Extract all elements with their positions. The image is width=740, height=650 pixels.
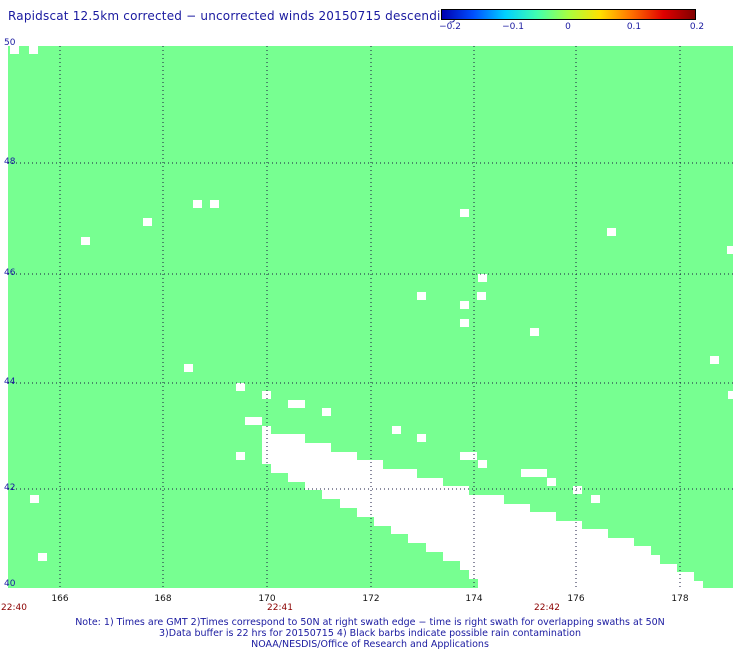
colorbar-label-min: −0.2 xyxy=(439,22,461,32)
colorbar-label-pos: 0.1 xyxy=(626,22,642,32)
lat-label-40: 40 xyxy=(4,579,16,589)
colorbar-label-zero: 0 xyxy=(565,22,571,32)
no-data-cells xyxy=(10,46,733,561)
colorbar xyxy=(441,9,696,20)
colorbar-label-max: 0.2 xyxy=(689,22,705,32)
lat-label-42: 42 xyxy=(4,483,16,493)
lon-label-172: 172 xyxy=(362,594,380,604)
time-label-2241: 22:41 xyxy=(267,603,293,613)
lat-label-48: 48 xyxy=(4,157,16,167)
lat-label-44: 44 xyxy=(4,377,16,387)
lon-label-174: 174 xyxy=(465,594,483,604)
wind-difference-map xyxy=(8,46,733,588)
map-title: Rapidscat 12.5km corrected − uncorrected… xyxy=(8,9,457,23)
lon-label-170: 170 xyxy=(258,594,276,604)
note-line-3: NOAA/NESDIS/Office of Research and Appli… xyxy=(251,639,489,650)
time-label-2242: 22:42 xyxy=(534,603,560,613)
lon-label-176: 176 xyxy=(567,594,585,604)
lon-label-178: 178 xyxy=(671,594,689,604)
lat-label-46: 46 xyxy=(4,268,16,278)
colorbar-label-neg: −0.1 xyxy=(502,22,524,32)
lon-label-168: 168 xyxy=(154,594,172,604)
time-label-2240: 22:40 xyxy=(1,603,27,613)
lat-label-50: 50 xyxy=(4,38,16,48)
lon-label-166: 166 xyxy=(51,594,69,604)
swath-gap xyxy=(262,426,703,588)
note-line-2: 3)Data buffer is 22 hrs for 20150715 4) … xyxy=(159,628,581,639)
note-line-1: Note: 1) Times are GMT 2)Times correspon… xyxy=(75,617,665,628)
lat-lon-grid xyxy=(8,46,733,588)
